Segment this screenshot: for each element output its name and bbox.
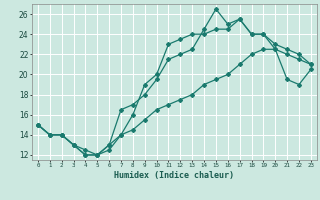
X-axis label: Humidex (Indice chaleur): Humidex (Indice chaleur) (115, 171, 234, 180)
